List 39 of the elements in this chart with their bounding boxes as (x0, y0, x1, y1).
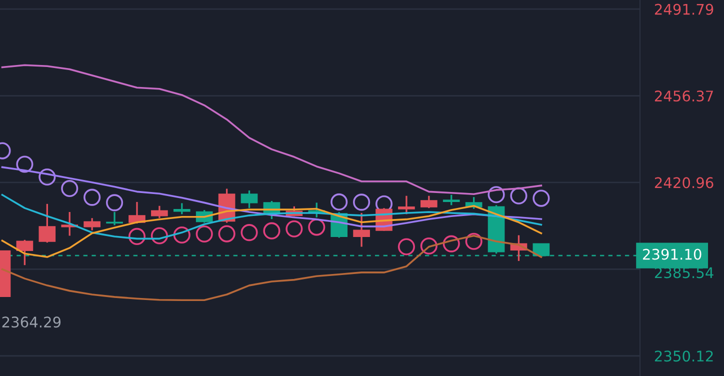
point (398, 238, 415, 256)
point (488, 186, 505, 204)
point (330, 193, 348, 210)
point (442, 235, 460, 252)
point (420, 237, 438, 255)
y-tick-label: 2491.79 (654, 4, 714, 15)
candlestick (240, 190, 258, 209)
y-tick-label: 2350.12 (654, 350, 713, 362)
candlestick (353, 212, 370, 248)
annotation: 2364.29 (2, 316, 61, 328)
point (16, 156, 34, 173)
point (240, 224, 258, 242)
point (106, 194, 124, 212)
point (38, 168, 56, 186)
candlestick (151, 205, 168, 219)
point (353, 194, 370, 211)
candlestick (16, 239, 34, 266)
point (84, 188, 101, 206)
candlestick (106, 211, 123, 226)
point (150, 227, 168, 244)
y-tick-label: 2420.96 (654, 177, 714, 188)
point (173, 226, 190, 244)
candlestick (38, 203, 56, 244)
ref-line-label: 2391.10 (642, 248, 702, 260)
candlestick (420, 195, 438, 209)
point (61, 180, 78, 198)
point (218, 225, 236, 242)
point (510, 187, 528, 204)
point (286, 220, 303, 238)
point (128, 228, 146, 246)
point (308, 218, 326, 236)
y-tick-label: 2456.37 (654, 90, 713, 102)
point (263, 222, 280, 240)
candlestick (84, 217, 100, 232)
point (465, 232, 482, 250)
point (532, 190, 550, 207)
candlestick (173, 202, 190, 216)
candlestick (442, 194, 460, 206)
point (196, 225, 213, 243)
